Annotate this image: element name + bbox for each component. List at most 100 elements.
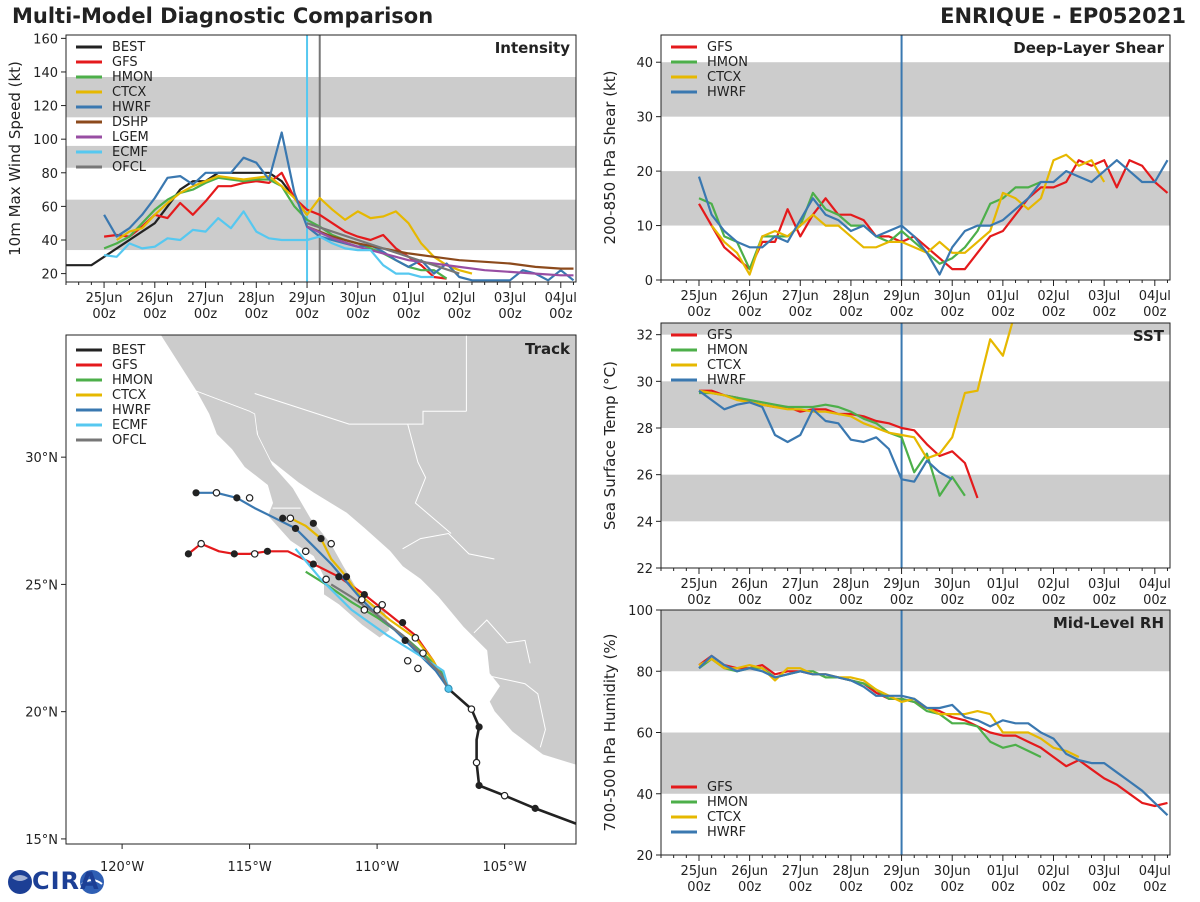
sst-xtick-date: 29Jun — [883, 577, 920, 592]
intensity-xtick-hour: 00z — [346, 307, 370, 322]
track-map-area — [159, 335, 576, 825]
track-marker-filled — [335, 573, 343, 581]
rh-xtick-date: 26Jun — [731, 864, 768, 879]
shear-legend-label: GFS — [707, 40, 733, 55]
sst-series-hmon — [699, 391, 966, 497]
track-marker-hollow — [472, 758, 481, 767]
intensity-ytick-label: 100 — [33, 133, 58, 148]
track-legend-label: GFS — [112, 358, 138, 373]
intensity-ytick-label: 140 — [33, 66, 58, 81]
rh-xtick-hour: 00z — [1092, 880, 1116, 895]
rh-ytick-label: 100 — [628, 604, 653, 619]
track-legend-label: BEST — [112, 343, 145, 358]
intensity-xtick-hour: 00z — [245, 307, 269, 322]
shear-xtick-date: 03Jul — [1088, 289, 1120, 304]
shear-xtick-date: 29Jun — [883, 289, 920, 304]
shear-xtick-hour: 00z — [991, 305, 1015, 320]
rh-legend-label: GFS — [707, 780, 733, 795]
intensity-xtick-hour: 00z — [397, 307, 421, 322]
intensity-ytick-label: 160 — [33, 32, 58, 47]
shear-ytick-label: 40 — [636, 56, 653, 71]
track-marker-filled — [309, 519, 317, 527]
rh-xtick-date: 02Jul — [1037, 864, 1069, 879]
track-ytick-label: 25°N — [25, 578, 58, 593]
intensity-xtick-date: 03Jul — [494, 291, 526, 306]
shear-legend-label: HWRF — [707, 85, 746, 100]
shear-ytick-label: 20 — [636, 165, 653, 180]
track-marker-filled — [401, 636, 409, 645]
rh-xtick-date: 30Jun — [934, 864, 971, 879]
track-marker-filled — [531, 804, 539, 812]
intensity-series-ctcx — [116, 175, 473, 275]
rh-xtick-hour: 00z — [1143, 880, 1167, 895]
track-marker-filled — [233, 494, 241, 502]
track-panel: 15°N 20°N 25°N 30°N 120°W 115°W 110°W 105°W Trac… — [25, 334, 577, 875]
sst-panel: 22242628303225Jun00z26Jun00z27Jun00z28Ju… — [601, 322, 1171, 608]
intensity-plot-area — [66, 35, 576, 282]
track-marker-hollow — [250, 550, 259, 558]
track-xtick-label: 110°W — [355, 860, 399, 875]
track-hwrf — [196, 491, 450, 690]
intensity-series-ofcl — [306, 222, 460, 275]
shear-series-ctcx — [710, 153, 1106, 276]
sst-legend-label: HMON — [707, 343, 748, 358]
intensity-xtick-hour: 00z — [194, 307, 218, 322]
intensity-ytick-label: 80 — [41, 167, 58, 182]
state-border — [402, 532, 495, 560]
rh-xtick-date: 25Jun — [681, 864, 718, 879]
shear-title: Deep-Layer Shear — [1013, 39, 1164, 57]
sst-xtick-date: 25Jun — [681, 577, 718, 592]
intensity-xtick-date: 26Jun — [136, 291, 173, 306]
rh-xtick-date: 01Jul — [987, 864, 1019, 879]
sst-xtick-hour: 00z — [789, 593, 813, 608]
rh-xtick-hour: 00z — [941, 880, 965, 895]
rh-band — [661, 732, 1170, 794]
intensity-legend-label: DSHP — [112, 115, 148, 130]
shear-legend-label: HMON — [707, 55, 748, 70]
track-marker-filled — [475, 781, 483, 790]
track-marker-filled — [475, 723, 483, 731]
sst-ytick-label: 30 — [636, 375, 653, 390]
shear-xtick-hour: 00z — [941, 305, 965, 320]
state-border — [473, 619, 531, 664]
rh-series-hwrf — [698, 654, 1169, 816]
intensity-xtick-date: 02Jul — [443, 291, 475, 306]
intensity-ylabel: 10m Max Wind Speed (kt) — [6, 61, 24, 256]
intensity-legend-label: CTCX — [112, 85, 146, 100]
track-marker-filled — [230, 550, 238, 558]
sst-xtick-hour: 00z — [991, 593, 1015, 608]
track-frame — [65, 334, 577, 845]
track-marker-filled — [263, 547, 272, 555]
intensity-ytick-label: 40 — [41, 234, 58, 249]
track-ecmf — [294, 548, 450, 690]
sst-ytick-label: 24 — [636, 515, 653, 530]
intensity-band — [66, 77, 576, 118]
track-marker-hollow — [301, 547, 310, 556]
track-marker-hollow — [357, 595, 366, 604]
track-marker-filled — [309, 560, 317, 568]
sst-ytick-label: 22 — [636, 562, 653, 577]
intensity-xtick-hour: 00z — [143, 307, 167, 322]
rh-ytick-label: 20 — [636, 849, 653, 864]
shear-frame — [660, 34, 1171, 281]
intensity-ytick-label: 60 — [41, 200, 58, 215]
sst-band — [661, 323, 1170, 335]
shear-ylabel: 200-850 hPa Shear (kt) — [601, 71, 619, 245]
sst-xtick-hour: 00z — [890, 593, 914, 608]
track-marker-filled — [317, 535, 325, 543]
intensity-legend-label: GFS — [112, 55, 138, 70]
intensity-legend-label: ECMF — [112, 145, 148, 160]
rh-xtick-date: 29Jun — [883, 864, 920, 879]
track-marker-hollow — [373, 606, 381, 614]
sst-xtick-date: 28Jun — [832, 577, 869, 592]
sst-xtick-date: 27Jun — [782, 577, 819, 592]
rh-xtick-hour: 00z — [839, 880, 863, 895]
satellite-icon — [80, 870, 104, 894]
state-border — [254, 393, 467, 425]
shear-xtick-date: 02Jul — [1037, 289, 1069, 304]
shear-xtick-hour: 00z — [1042, 305, 1066, 320]
sst-title: SST — [1133, 327, 1165, 345]
intensity-series-dshp — [306, 225, 574, 270]
sst-xtick-hour: 00z — [738, 593, 762, 608]
shear-xtick-date: 27Jun — [782, 289, 819, 304]
